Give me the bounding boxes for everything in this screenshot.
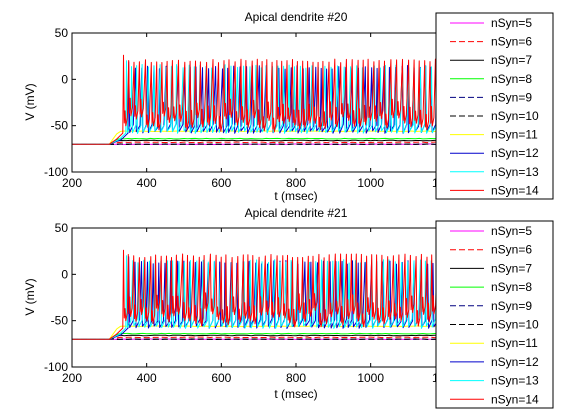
y-axis-label: V (mV) bbox=[23, 278, 37, 315]
legend-entry: nSyn=8 bbox=[450, 280, 532, 294]
legend-label: nSyn=12 bbox=[491, 146, 539, 160]
x-axis-label: t (msec) bbox=[274, 387, 317, 401]
x-tick-label: 200 bbox=[62, 176, 82, 190]
legend-entry: nSyn=12 bbox=[450, 146, 539, 160]
legend-label: nSyn=13 bbox=[491, 374, 539, 388]
legend-entry: nSyn=13 bbox=[450, 165, 539, 179]
legend-label: nSyn=14 bbox=[491, 392, 539, 406]
chart-title: Apical dendrite #21 bbox=[245, 206, 348, 220]
legend-label: nSyn=9 bbox=[491, 90, 532, 104]
legend: nSyn=5 nSyn=6 nSyn=7 nSyn=8 nSyn=9 nSyn=10 nSy… bbox=[435, 12, 554, 200]
legend-label: nSyn=5 bbox=[491, 16, 532, 30]
legend-entry: nSyn=12 bbox=[450, 355, 539, 369]
y-axis-label: V (mV) bbox=[23, 83, 37, 120]
legend-label: nSyn=10 bbox=[491, 318, 539, 332]
y-tick-label: -100 bbox=[44, 360, 68, 374]
y-tick-label: -100 bbox=[44, 165, 68, 179]
chart-panel-2: Apical dendrite #21 50 0 -50 -100 200 400 600… bbox=[23, 206, 554, 409]
legend-entry: nSyn=11 bbox=[450, 128, 538, 142]
legend-entry: nSyn=5 bbox=[450, 224, 532, 238]
legend-entry: nSyn=6 bbox=[450, 243, 532, 257]
x-tick-label: 400 bbox=[137, 176, 157, 190]
x-tick-label: 600 bbox=[211, 176, 231, 190]
legend-entry: nSyn=10 bbox=[450, 318, 539, 332]
legend-entry: nSyn=10 bbox=[450, 109, 539, 123]
legend-entry: nSyn=7 bbox=[450, 53, 532, 67]
x-tick-label: 800 bbox=[286, 371, 306, 385]
legend-label: nSyn=8 bbox=[491, 280, 532, 294]
legend-label: nSyn=13 bbox=[491, 165, 539, 179]
x-tick-label: 600 bbox=[211, 371, 231, 385]
x-tick-label: 200 bbox=[62, 371, 82, 385]
legend-label: nSyn=12 bbox=[491, 355, 539, 369]
legend-entry: nSyn=9 bbox=[450, 90, 532, 104]
legend-entry: nSyn=9 bbox=[450, 299, 532, 313]
legend-entry: nSyn=13 bbox=[450, 374, 539, 388]
legend-label: nSyn=6 bbox=[491, 243, 532, 257]
legend-label: nSyn=14 bbox=[491, 183, 539, 197]
legend-entry: nSyn=14 bbox=[450, 183, 539, 197]
x-tick-label: 400 bbox=[137, 371, 157, 385]
x-tick-label: 1000 bbox=[357, 176, 384, 190]
legend: nSyn=5 nSyn=6 nSyn=7 nSyn=8 nSyn=9 nSyn=10 nSy… bbox=[435, 220, 554, 409]
y-tick-label: 50 bbox=[55, 221, 69, 235]
chart-title: Apical dendrite #20 bbox=[245, 10, 348, 24]
legend-entry: nSyn=6 bbox=[450, 35, 532, 49]
chart-panel-1: Apical dendrite #20 50 0 -50 -100 200 400 600… bbox=[23, 10, 554, 203]
legend-label: nSyn=5 bbox=[491, 224, 532, 238]
legend-label: nSyn=8 bbox=[491, 72, 532, 86]
legend-box bbox=[435, 12, 554, 200]
legend-entry: nSyn=11 bbox=[450, 336, 538, 350]
legend-entry: nSyn=14 bbox=[450, 392, 539, 406]
legend-label: nSyn=11 bbox=[491, 128, 538, 142]
y-tick-label: 0 bbox=[61, 267, 68, 281]
legend-label: nSyn=7 bbox=[491, 261, 532, 275]
y-tick-label: -50 bbox=[51, 314, 69, 328]
legend-label: nSyn=7 bbox=[491, 53, 532, 67]
x-tick-label: 800 bbox=[286, 176, 306, 190]
y-tick-label: 50 bbox=[55, 26, 69, 40]
legend-label: nSyn=11 bbox=[491, 336, 538, 350]
x-tick-label: 1000 bbox=[357, 371, 384, 385]
legend-entry: nSyn=5 bbox=[450, 16, 532, 30]
legend-box bbox=[435, 220, 554, 409]
y-tick-label: -50 bbox=[51, 119, 69, 133]
legend-label: nSyn=6 bbox=[491, 35, 532, 49]
legend-label: nSyn=10 bbox=[491, 109, 539, 123]
y-axis-ticks: 50 0 -50 -100 bbox=[44, 26, 520, 179]
legend-entry: nSyn=7 bbox=[450, 261, 532, 275]
x-axis-label: t (msec) bbox=[274, 189, 317, 203]
y-tick-label: 0 bbox=[61, 72, 68, 86]
legend-label: nSyn=9 bbox=[491, 299, 532, 313]
legend-entry: nSyn=8 bbox=[450, 72, 532, 86]
